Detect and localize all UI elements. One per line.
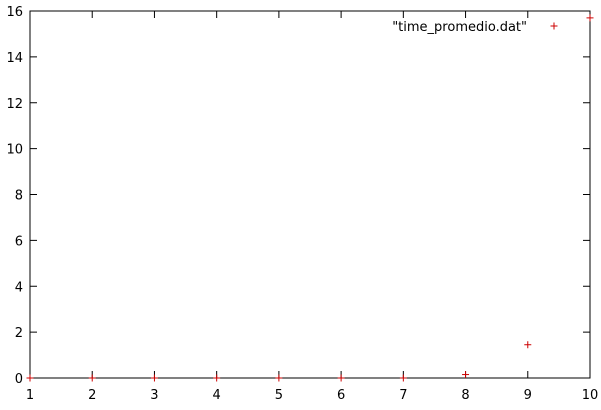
plot-border [29, 10, 591, 379]
x-tick-label: 1 [26, 388, 34, 403]
data-points [26, 14, 594, 382]
y-tick-label: 0 [15, 372, 23, 387]
y-tick-label: 16 [6, 5, 23, 20]
x-tick-label: 9 [524, 388, 532, 403]
data-point [26, 374, 34, 382]
x-tick-label: 4 [213, 388, 221, 403]
x-tick-label: 8 [461, 388, 469, 403]
y-tick-label: 4 [15, 280, 23, 295]
axis-ticks [29, 10, 591, 379]
legend: "time_promedio.dat" [392, 20, 558, 35]
y-tick-label: 2 [15, 326, 23, 341]
x-axis-tick-labels: 1 2 3 4 5 6 7 8 9 10 [26, 388, 598, 403]
x-tick-label: 7 [399, 388, 407, 403]
y-axis-tick-labels: 0 2 4 6 8 10 12 14 16 [6, 5, 23, 387]
y-tick-label: 10 [6, 143, 23, 158]
legend-marker [550, 22, 558, 30]
data-point [399, 374, 407, 382]
x-tick-label: 10 [582, 388, 599, 403]
data-point [524, 341, 532, 349]
y-tick-label: 12 [6, 97, 23, 112]
data-point [275, 374, 283, 382]
data-point [150, 374, 158, 382]
x-tick-label: 2 [88, 388, 96, 403]
data-point [213, 374, 221, 382]
plot-frame [29, 10, 591, 379]
data-point [586, 14, 594, 22]
data-point [88, 374, 96, 382]
data-point [337, 374, 345, 382]
legend-label: "time_promedio.dat" [392, 20, 527, 35]
x-tick-label: 3 [150, 388, 158, 403]
y-tick-label: 6 [15, 234, 23, 249]
y-tick-label: 14 [6, 51, 23, 66]
y-tick-label: 8 [15, 189, 23, 204]
x-tick-label: 5 [275, 388, 283, 403]
x-tick-label: 6 [337, 388, 345, 403]
data-point [462, 371, 470, 379]
